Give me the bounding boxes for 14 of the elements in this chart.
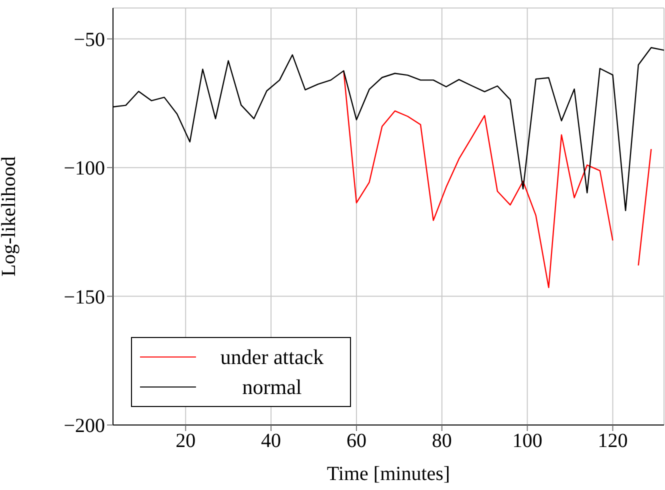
legend-label: under attack <box>219 344 325 370</box>
y-tick-label: −100 <box>64 158 105 180</box>
x-tick-label: 20 <box>176 430 196 452</box>
x-tick-label: 80 <box>432 430 452 452</box>
x-tick-label: 60 <box>346 430 366 452</box>
legend-label: normal <box>241 374 303 400</box>
x-tick-label: 120 <box>598 430 628 452</box>
x-tick-label: 100 <box>512 430 542 452</box>
y-axis-title: Log-likelihood <box>0 156 20 276</box>
y-tick-label: −200 <box>64 415 105 438</box>
x-tick-label: 40 <box>261 430 282 452</box>
y-tick-label: −150 <box>64 286 105 308</box>
y-tick-label: −50 <box>74 28 105 51</box>
x-axis-title: Time [minutes] <box>326 463 450 485</box>
